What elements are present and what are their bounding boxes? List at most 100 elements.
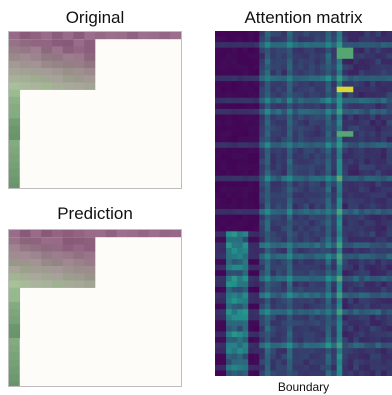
attention-cell	[325, 242, 332, 249]
attention-cell	[220, 325, 227, 332]
attention-cell	[231, 164, 238, 171]
attention-cell	[331, 209, 338, 216]
attention-cell	[347, 103, 354, 110]
attention-cell	[309, 253, 315, 260]
attention-cell	[325, 69, 332, 76]
attention-cell	[220, 359, 227, 366]
attention-cell	[292, 337, 299, 344]
attention-cell	[275, 108, 282, 115]
attention-cell	[325, 31, 332, 37]
attention-cell	[358, 92, 365, 99]
attention-cell	[248, 337, 255, 344]
attention-cell	[303, 142, 310, 149]
attention-cell	[281, 125, 288, 132]
attention-cell	[386, 153, 392, 160]
attention-cell	[275, 370, 282, 376]
attention-cell	[353, 108, 360, 115]
attention-cell	[364, 370, 371, 376]
attention-cell	[237, 370, 244, 376]
attention-cell	[275, 281, 282, 288]
attention-cell	[320, 292, 327, 299]
attention-cell	[303, 292, 310, 299]
attention-cell	[270, 337, 277, 344]
attention-cell	[364, 53, 371, 60]
attention-cell	[292, 120, 299, 126]
attention-cell	[253, 320, 260, 327]
attention-cell	[314, 75, 321, 82]
attention-cell	[353, 331, 360, 338]
attention-cell	[215, 186, 221, 193]
attention-cell	[220, 242, 227, 249]
attention-cell	[309, 53, 315, 60]
attention-cell	[264, 214, 271, 221]
attention-cell	[270, 164, 277, 171]
attention-cell	[259, 175, 266, 182]
attention-cell	[259, 337, 266, 344]
attention-cell	[286, 92, 293, 99]
attention-cell	[270, 153, 277, 160]
attention-cell	[325, 36, 332, 43]
attention-cell	[253, 181, 260, 188]
attention-cell	[375, 242, 382, 249]
attention-cell	[292, 36, 299, 43]
attention-cell	[380, 53, 387, 60]
attention-cell	[380, 275, 387, 282]
attention-cell	[375, 120, 382, 126]
attention-cell	[314, 292, 321, 299]
attention-cell	[375, 270, 382, 277]
attention-cell	[286, 120, 293, 126]
prediction-pixel	[9, 338, 20, 346]
prediction-pixel	[9, 366, 20, 375]
attention-cell	[226, 348, 232, 355]
attention-cell	[358, 264, 365, 271]
attention-cell	[248, 248, 255, 254]
attention-cell	[369, 197, 376, 204]
attention-cell	[297, 342, 304, 349]
attention-cell	[325, 186, 332, 193]
attention-cell	[364, 331, 371, 338]
attention-cell	[292, 153, 299, 160]
attention-cell	[297, 192, 304, 199]
attention-cell	[347, 131, 354, 138]
attention-cell	[364, 325, 371, 332]
attention-cell	[375, 320, 382, 327]
attention-cell	[342, 142, 349, 149]
attention-cell	[231, 309, 238, 316]
attention-cell	[303, 364, 310, 371]
attention-cell	[259, 92, 266, 99]
attention-cell	[353, 170, 360, 177]
attention-cell	[270, 69, 277, 76]
attention-cell	[325, 364, 332, 371]
attention-cell	[259, 275, 266, 282]
attention-cell	[215, 75, 221, 82]
attention-cell	[386, 298, 392, 305]
attention-cell	[242, 131, 249, 138]
attention-cell	[297, 81, 304, 88]
attention-cell	[331, 31, 338, 37]
prediction-title: Prediction	[57, 204, 133, 223]
attention-cell	[347, 292, 354, 299]
attention-cell	[303, 236, 310, 243]
attention-cell	[358, 114, 365, 121]
attention-cell	[281, 331, 288, 338]
prediction-pixel	[73, 273, 85, 281]
attention-cell	[309, 248, 315, 254]
attention-cell	[242, 103, 249, 110]
attention-cell	[264, 325, 271, 332]
attention-cell	[369, 359, 376, 366]
attention-cell	[292, 248, 299, 254]
attention-cell	[342, 120, 349, 126]
attention-cell	[253, 69, 260, 76]
attention-cell	[292, 114, 299, 121]
attention-cell	[375, 186, 382, 193]
attention-cell	[386, 242, 392, 249]
attention-cell	[380, 158, 387, 165]
attention-cell	[347, 209, 354, 216]
attention-cell	[320, 337, 327, 344]
attention-cell	[270, 292, 277, 299]
attention-cell	[259, 97, 266, 104]
attention-cell	[325, 164, 332, 171]
attention-cell	[237, 314, 244, 321]
attention-cell	[259, 236, 266, 243]
attention-cell	[309, 81, 315, 88]
